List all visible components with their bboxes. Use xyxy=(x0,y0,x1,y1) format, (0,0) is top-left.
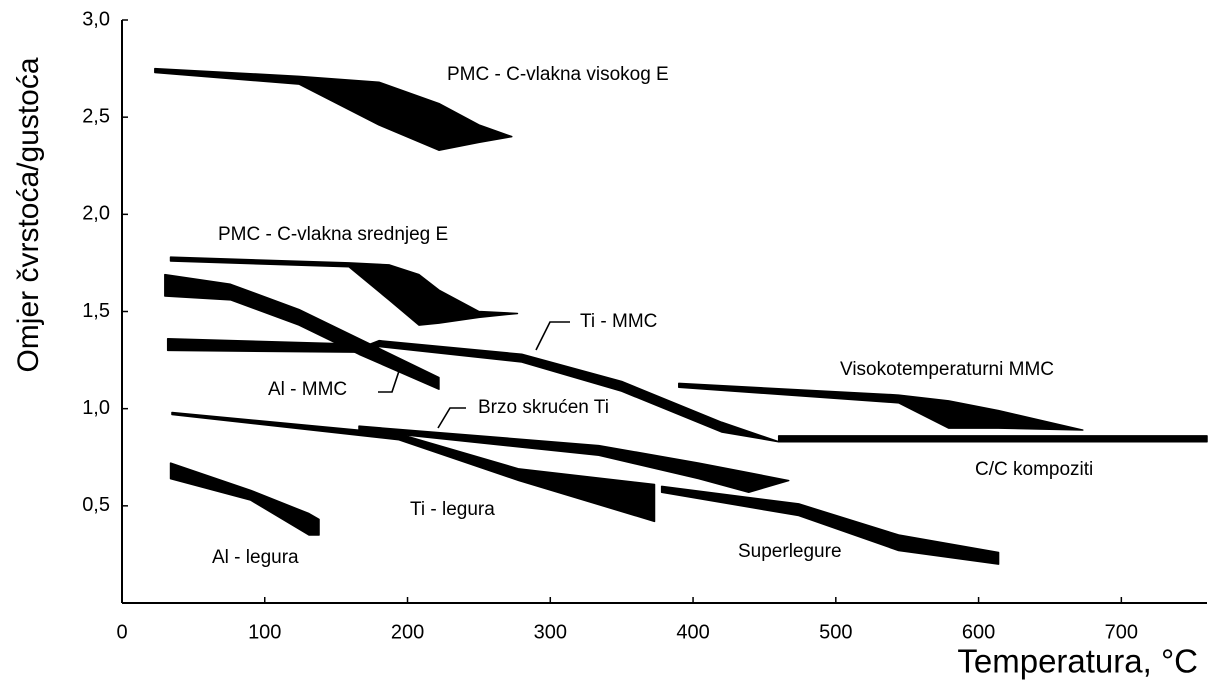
arrow xyxy=(437,407,466,429)
arrow xyxy=(535,321,570,351)
band-label: PMC - C-vlakna srednjeg E xyxy=(218,224,448,245)
y-tick-label: 1,5 xyxy=(82,300,110,322)
band xyxy=(164,273,440,390)
arrow xyxy=(378,367,401,393)
band xyxy=(358,425,790,493)
y-tick-label: 2,0 xyxy=(82,203,110,225)
band xyxy=(678,382,1084,431)
band-label: Al - MMC xyxy=(268,379,347,400)
band-label: C/C kompoziti xyxy=(975,459,1093,480)
band xyxy=(169,256,519,326)
x-tick-label: 600 xyxy=(962,621,995,643)
band xyxy=(154,67,513,151)
x-tick-label: 0 xyxy=(116,621,127,643)
x-tick-label: 300 xyxy=(534,621,567,643)
x-tick-label: 700 xyxy=(1105,621,1138,643)
band xyxy=(171,411,656,523)
band-label: Brzo skrućen Ti xyxy=(478,397,609,418)
y-axis-label: Omjer čvrstoća/gustoća xyxy=(12,57,45,372)
band xyxy=(777,435,1208,443)
y-tick-label: 3,0 xyxy=(82,8,110,30)
x-tick-label: 100 xyxy=(248,621,281,643)
y-tick-label: 2,5 xyxy=(82,105,110,127)
x-tick-label: 400 xyxy=(676,621,709,643)
x-tick-label: 500 xyxy=(819,621,852,643)
x-tick-label: 200 xyxy=(391,621,424,643)
band-label: Ti - legura xyxy=(410,499,495,520)
band xyxy=(169,462,320,536)
x-axis-label: Temperatura, °C xyxy=(957,643,1198,680)
band-label: Ti - MMC xyxy=(580,311,657,332)
band-label: Visokotemperaturni MMC xyxy=(840,359,1054,380)
y-tick-label: 0,5 xyxy=(82,494,110,516)
band xyxy=(660,485,1000,565)
band-label: Al - legura xyxy=(212,547,299,568)
y-tick-label: 1,0 xyxy=(82,397,110,419)
band xyxy=(166,337,780,443)
band-label: PMC - C-vlakna visokog E xyxy=(447,64,669,85)
arrows xyxy=(378,321,570,429)
band-label: Superlegure xyxy=(738,541,842,562)
